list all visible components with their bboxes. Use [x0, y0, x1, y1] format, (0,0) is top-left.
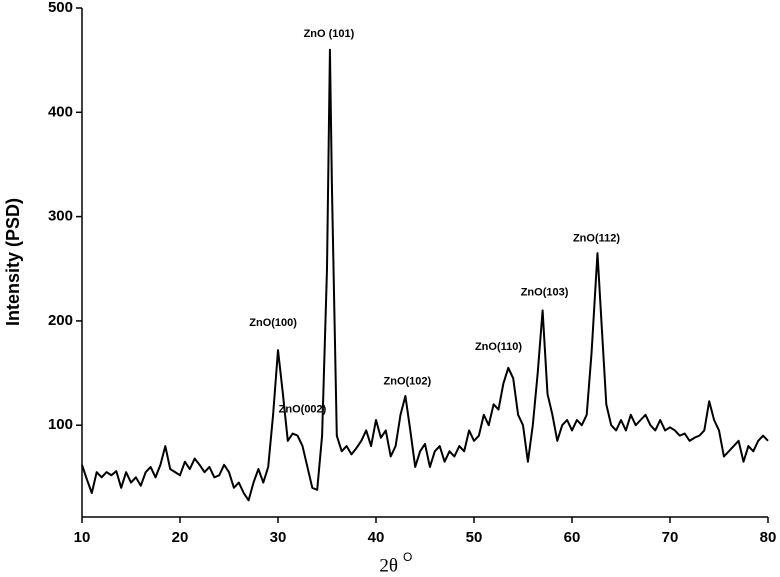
x-tick-label: 10	[74, 529, 91, 546]
x-tick-label: 70	[662, 529, 679, 546]
peak-annotation: ZnO (101)	[304, 28, 355, 40]
y-tick-label: 300	[48, 208, 73, 225]
peak-annotation: ZnO(102)	[384, 375, 432, 387]
x-axis-label: 2θ	[379, 555, 398, 576]
y-tick-label: 100	[48, 416, 73, 433]
x-tick-label: 20	[172, 529, 189, 546]
x-tick-label: 80	[760, 529, 777, 546]
y-tick-label: 500	[48, 0, 73, 16]
peak-annotation: ZnO(110)	[475, 341, 522, 353]
peak-annotation: ZnO(100)	[249, 317, 297, 329]
y-tick-label: 400	[48, 103, 73, 120]
x-tick-label: 50	[466, 529, 483, 546]
y-tick-label: 200	[48, 312, 73, 329]
peak-annotation: ZnO(002)	[279, 403, 327, 415]
x-tick-label: 60	[564, 529, 581, 546]
x-tick-label: 30	[270, 529, 287, 546]
y-axis-label: Intensity (PSD)	[3, 198, 23, 326]
peak-annotation: ZnO(112)	[573, 232, 620, 244]
data-line	[81, 48, 769, 502]
x-tick-label: 40	[368, 529, 385, 546]
peak-annotation: ZnO(103)	[521, 287, 569, 299]
x-axis-label-sup: O	[403, 550, 412, 564]
